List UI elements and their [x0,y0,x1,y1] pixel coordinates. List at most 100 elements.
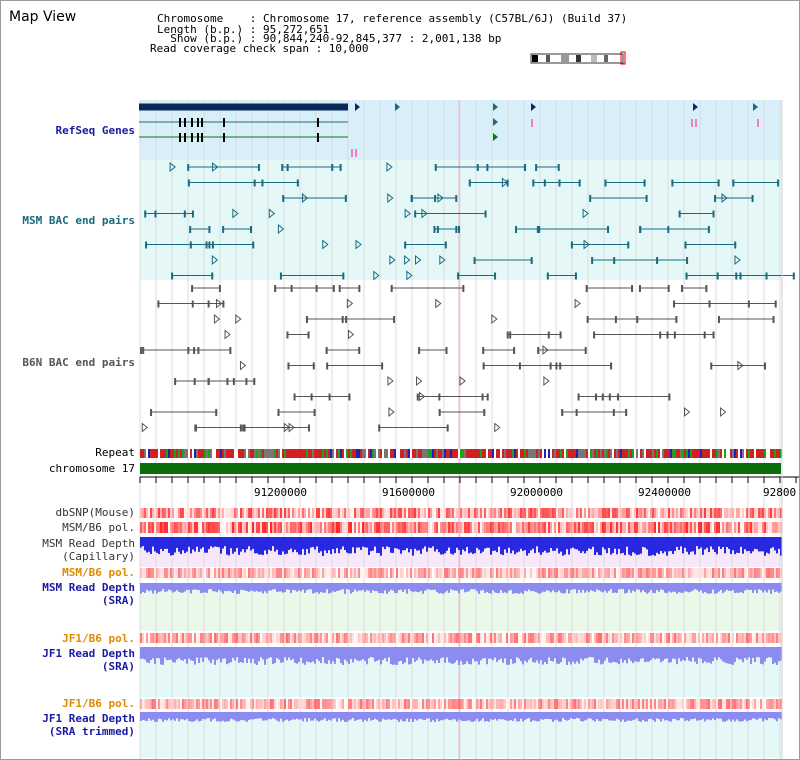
pol-heat-cell [598,699,600,709]
track-label-msm-depth-sra-1[interactable]: MSM Read Depth [42,581,135,594]
read-depth-bar [554,647,556,659]
pol-heat-cell [394,508,396,518]
pol-heat-cell [170,633,172,643]
track-label-jf1-b6-pol[interactable]: JF1/B6 pol. [62,632,135,645]
pol-heat-cell [686,568,688,578]
pol-heat-cell [360,508,362,518]
read-depth-bar [290,712,292,721]
track-label-jf1-depth-trim-1[interactable]: JF1 Read Depth [42,712,135,725]
pol-heat-cell [380,633,382,643]
read-depth-bar [176,647,178,660]
read-depth-bar [228,583,230,591]
track-label-msm-bac[interactable]: MSM BAC end pairs [22,214,135,227]
pol-heat-cell [428,508,430,518]
repeat-mark [502,449,504,458]
pol-heat-cell [412,568,414,578]
read-depth-bar [316,537,318,547]
read-depth-bar [236,583,238,594]
pol-heat-cell [224,508,226,518]
read-depth-bar [206,647,208,658]
read-depth-bar [642,537,644,547]
read-depth-bar [194,537,196,552]
pol-heat-cell [764,699,766,709]
read-depth-bar [374,647,376,662]
repeat-mark [310,449,312,458]
pol-heat-cell [540,699,542,709]
pol-heat-cell [376,568,378,578]
repeat-mark [262,449,264,458]
pol-heat-cell [688,568,690,578]
pol-heat-cell [738,508,740,518]
read-depth-bar [438,583,440,594]
pol-heat-cell [374,568,376,578]
pol-heat-cell [562,508,564,518]
pol-heat-cell [714,508,716,518]
pol-heat-cell [696,633,698,643]
pol-heat-cell [434,522,436,533]
pol-heat-cell [190,568,192,578]
pol-heat-cell [758,508,760,518]
track-label-jf1-depth-sra-1[interactable]: JF1 Read Depth [42,647,135,660]
pol-heat-cell [380,508,382,518]
pol-heat-cell [204,633,206,643]
track-label-msm-depth-cap-1[interactable]: MSM Read Depth [42,537,135,550]
pol-heat-cell [362,508,364,518]
gene-arrow [493,133,498,141]
track-label-msm-b6-pol-2[interactable]: MSM/B6 pol. [62,566,135,579]
pol-heat-cell [738,522,740,533]
read-depth-bar [762,537,764,552]
pol-heat-cell [458,508,460,518]
bac-end [438,393,441,401]
read-depth-bar [468,712,470,721]
read-depth-bar [394,537,396,549]
bac-end [678,210,681,218]
pol-heat-cell [350,633,352,643]
read-depth-bar [398,712,400,722]
pol-heat-cell [726,699,728,709]
pol-heat-cell [596,699,598,709]
pol-heat-cell [618,633,620,643]
track-label-jf1-b6-pol-2[interactable]: JF1/B6 pol. [62,697,135,710]
pol-heat-cell [326,568,328,578]
axis-tick-label: 92400000 [638,486,691,499]
read-depth-bar [546,647,548,665]
read-depth-bar [720,647,722,660]
pol-heat-cell [566,633,568,643]
pol-heat-cell [570,522,572,533]
pol-heat-cell [410,633,412,643]
track-label-b6n-bac[interactable]: B6N BAC end pairs [22,356,135,369]
pol-heat-cell [660,522,662,533]
repeat-mark [190,449,192,458]
pol-heat-cell [304,699,306,709]
pol-heat-cell [644,508,646,518]
pol-heat-cell [692,699,694,709]
repeat-mark [218,449,220,458]
pol-heat-cell [152,633,154,643]
read-depth-bar [292,583,294,590]
read-depth-bar [350,647,352,659]
read-depth-bar [666,537,668,556]
pol-heat-cell [422,522,424,533]
pol-heat-cell [196,508,198,518]
pol-heat-cell [490,522,492,533]
pol-heat-cell [560,568,562,578]
track-label-dbsnp[interactable]: dbSNP(Mouse) [55,506,135,519]
pol-heat-cell [390,699,392,709]
read-depth-bar [600,537,602,556]
repeat-mark [718,449,720,458]
track-label-msm-b6-pol[interactable]: MSM/B6 pol. [62,521,135,534]
read-depth-bar [472,537,474,554]
pol-heat-cell [762,633,764,643]
pol-heat-cell [582,568,584,578]
track-label-refseq[interactable]: RefSeq Genes [55,124,135,137]
read-depth-bar [164,647,166,658]
pol-heat-cell [268,508,270,518]
pol-heat-cell [694,522,696,533]
read-depth-bar [500,647,502,659]
read-depth-bar [532,583,534,591]
bac-end [774,300,777,308]
pol-heat-cell [258,508,260,518]
pol-heat-cell [170,568,172,578]
pol-heat-cell [676,633,678,643]
